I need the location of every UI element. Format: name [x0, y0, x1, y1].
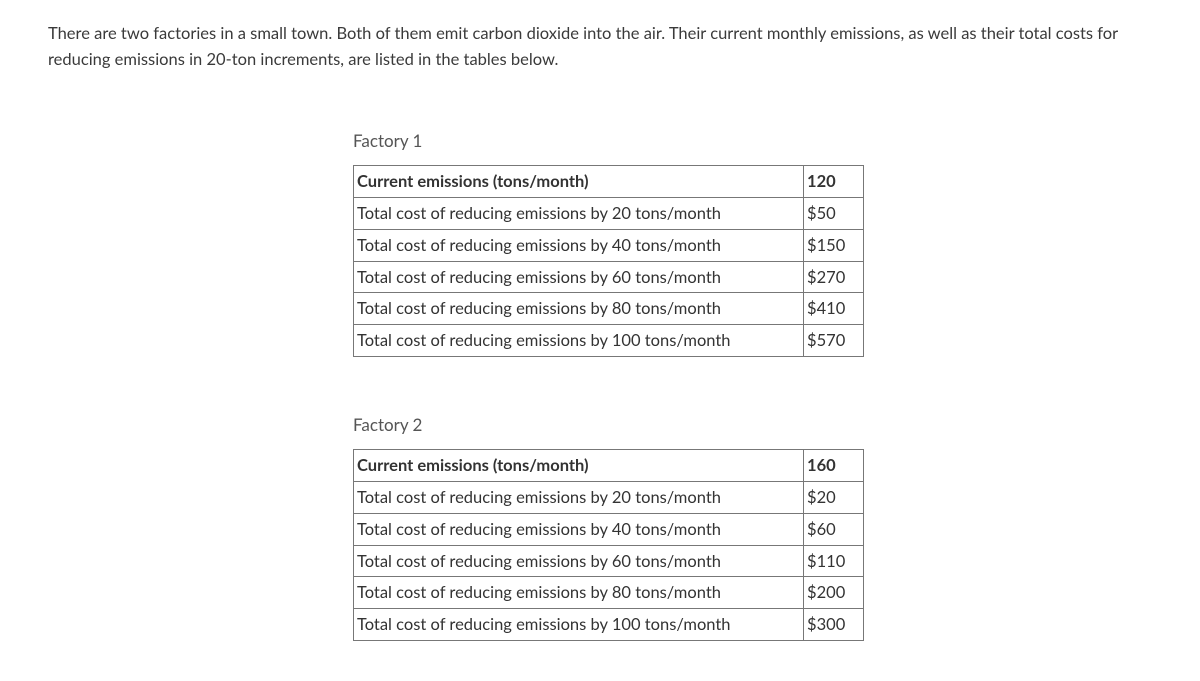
table-row: Total cost of reducing emissions by 100 …	[354, 609, 864, 641]
row-label: Current emissions (tons/month)	[354, 166, 804, 198]
factory2-table: Current emissions (tons/month) 160 Total…	[353, 449, 864, 641]
table-row: Current emissions (tons/month) 160	[354, 450, 864, 482]
table-row: Total cost of reducing emissions by 60 t…	[354, 545, 864, 577]
row-value: 160	[804, 450, 864, 482]
factory1-title: Factory 1	[353, 128, 1152, 154]
spacer	[353, 357, 1152, 412]
table-row: Total cost of reducing emissions by 100 …	[354, 325, 864, 357]
row-label: Total cost of reducing emissions by 60 t…	[354, 545, 804, 577]
factory2-title: Factory 2	[353, 412, 1152, 438]
row-value: $60	[804, 513, 864, 545]
row-label: Total cost of reducing emissions by 80 t…	[354, 577, 804, 609]
table-row: Total cost of reducing emissions by 40 t…	[354, 229, 864, 261]
row-value: $570	[804, 325, 864, 357]
table-row: Total cost of reducing emissions by 20 t…	[354, 198, 864, 230]
row-label: Total cost of reducing emissions by 40 t…	[354, 229, 804, 261]
row-value: $20	[804, 482, 864, 514]
table-row: Total cost of reducing emissions by 80 t…	[354, 577, 864, 609]
factory1-table: Current emissions (tons/month) 120 Total…	[353, 165, 864, 357]
row-value: $300	[804, 609, 864, 641]
row-value: $410	[804, 293, 864, 325]
row-label: Total cost of reducing emissions by 60 t…	[354, 261, 804, 293]
table-row: Total cost of reducing emissions by 20 t…	[354, 482, 864, 514]
row-value: $110	[804, 545, 864, 577]
table-row: Total cost of reducing emissions by 60 t…	[354, 261, 864, 293]
row-label: Total cost of reducing emissions by 20 t…	[354, 482, 804, 514]
table-row: Total cost of reducing emissions by 80 t…	[354, 293, 864, 325]
page-root: There are two factories in a small town.…	[0, 0, 1200, 681]
row-label: Total cost of reducing emissions by 100 …	[354, 609, 804, 641]
row-value: 120	[804, 166, 864, 198]
row-value: $200	[804, 577, 864, 609]
intro-paragraph: There are two factories in a small town.…	[48, 20, 1152, 73]
row-value: $50	[804, 198, 864, 230]
row-label: Total cost of reducing emissions by 20 t…	[354, 198, 804, 230]
row-label: Total cost of reducing emissions by 80 t…	[354, 293, 804, 325]
row-value: $150	[804, 229, 864, 261]
table-row: Current emissions (tons/month) 120	[354, 166, 864, 198]
row-label: Current emissions (tons/month)	[354, 450, 804, 482]
row-label: Total cost of reducing emissions by 40 t…	[354, 513, 804, 545]
tables-container: Factory 1 Current emissions (tons/month)…	[353, 128, 1152, 641]
table-row: Total cost of reducing emissions by 40 t…	[354, 513, 864, 545]
row-label: Total cost of reducing emissions by 100 …	[354, 325, 804, 357]
row-value: $270	[804, 261, 864, 293]
